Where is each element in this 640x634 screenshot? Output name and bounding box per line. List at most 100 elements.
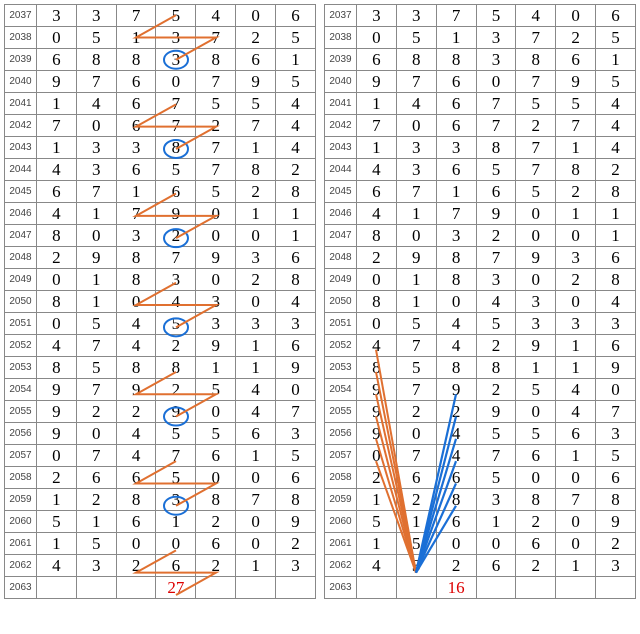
data-cell: 0 (516, 269, 556, 291)
row-number: 2047 (325, 225, 357, 247)
data-cell: 7 (396, 71, 436, 93)
data-cell: 3 (156, 27, 196, 49)
data-cell: 8 (36, 357, 76, 379)
data-cell (36, 577, 76, 599)
data-cell: 2 (516, 511, 556, 533)
data-cell: 4 (556, 379, 596, 401)
data-cell: 5 (516, 379, 556, 401)
data-cell: 7 (476, 115, 516, 137)
data-cell: 8 (356, 291, 396, 313)
data-cell: 3 (476, 49, 516, 71)
data-cell: 7 (156, 445, 196, 467)
data-cell: 4 (116, 445, 156, 467)
data-cell: 5 (396, 27, 436, 49)
data-cell: 0 (516, 401, 556, 423)
data-cell: 0 (516, 467, 556, 489)
data-cell: 1 (356, 533, 396, 555)
data-cell: 4 (76, 93, 116, 115)
row-number: 2063 (325, 577, 357, 599)
row-number: 2058 (325, 467, 357, 489)
data-cell: 7 (476, 93, 516, 115)
data-cell (76, 577, 116, 599)
row-number: 2038 (5, 27, 37, 49)
data-cell: 2 (76, 401, 116, 423)
data-cell: 5 (356, 511, 396, 533)
row-number: 2060 (5, 511, 37, 533)
data-cell: 7 (156, 115, 196, 137)
data-cell: 8 (356, 357, 396, 379)
data-cell: 7 (516, 137, 556, 159)
data-cell: 7 (116, 5, 156, 27)
data-cell (396, 577, 436, 599)
data-cell: 2 (556, 181, 596, 203)
data-cell: 6 (556, 49, 596, 71)
data-cell: 4 (436, 313, 476, 335)
data-cell: 1 (76, 511, 116, 533)
data-cell: 1 (236, 445, 276, 467)
row-number: 2051 (325, 313, 357, 335)
data-cell: 5 (476, 5, 516, 27)
row-number: 2046 (5, 203, 37, 225)
data-cell: 6 (116, 115, 156, 137)
data-cell: 5 (596, 71, 636, 93)
data-cell: 0 (556, 291, 596, 313)
data-cell: 2 (236, 269, 276, 291)
data-cell: 5 (276, 445, 316, 467)
data-cell: 4 (276, 137, 316, 159)
row-number: 2052 (325, 335, 357, 357)
data-cell: 3 (76, 159, 116, 181)
data-cell: 3 (596, 313, 636, 335)
data-cell: 5 (396, 313, 436, 335)
data-cell: 1 (36, 533, 76, 555)
data-cell (276, 577, 316, 599)
data-cell: 7 (236, 489, 276, 511)
data-cell: 3 (436, 225, 476, 247)
data-cell: 5 (196, 93, 236, 115)
data-cell: 6 (116, 93, 156, 115)
data-cell: 6 (156, 555, 196, 577)
data-cell: 5 (476, 423, 516, 445)
data-cell: 1 (276, 203, 316, 225)
data-cell: 4 (596, 291, 636, 313)
data-cell: 0 (196, 467, 236, 489)
data-cell: 8 (276, 269, 316, 291)
data-cell: 1 (36, 137, 76, 159)
data-cell: 2 (396, 489, 436, 511)
data-cell: 8 (236, 159, 276, 181)
data-cell: 3 (156, 269, 196, 291)
data-cell: 2 (516, 115, 556, 137)
data-cell: 9 (356, 401, 396, 423)
data-cell: 5 (156, 423, 196, 445)
data-cell: 6 (116, 511, 156, 533)
row-number: 2043 (325, 137, 357, 159)
data-cell: 3 (476, 489, 516, 511)
data-cell: 7 (76, 71, 116, 93)
data-cell: 3 (116, 225, 156, 247)
data-cell: 5 (596, 445, 636, 467)
data-cell: 5 (476, 467, 516, 489)
data-cell: 7 (556, 115, 596, 137)
data-cell: 9 (356, 379, 396, 401)
data-cell: 2 (476, 225, 516, 247)
data-cell: 0 (36, 445, 76, 467)
data-cell: 5 (156, 313, 196, 335)
row-number: 2056 (5, 423, 37, 445)
data-cell: 8 (436, 269, 476, 291)
row-number: 2045 (325, 181, 357, 203)
data-cell: 7 (76, 335, 116, 357)
data-cell: 0 (356, 269, 396, 291)
row-number: 2041 (5, 93, 37, 115)
data-cell: 1 (236, 137, 276, 159)
row-number: 2047 (5, 225, 37, 247)
data-cell: 0 (516, 203, 556, 225)
data-cell: 6 (76, 467, 116, 489)
data-cell (556, 577, 596, 599)
data-cell: 7 (476, 445, 516, 467)
data-cell: 1 (396, 511, 436, 533)
data-cell: 4 (356, 159, 396, 181)
data-cell: 6 (276, 467, 316, 489)
data-cell: 8 (36, 291, 76, 313)
row-number: 2039 (5, 49, 37, 71)
data-cell: 9 (476, 203, 516, 225)
data-cell: 0 (556, 225, 596, 247)
